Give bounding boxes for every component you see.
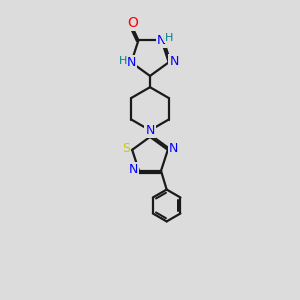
Text: N: N [127,56,136,69]
Text: N: N [145,124,155,137]
Text: H: H [165,32,174,43]
Text: N: N [129,164,138,176]
Text: H: H [119,56,128,66]
Text: N: N [169,55,179,68]
Text: N: N [157,34,166,47]
Text: N: N [169,142,178,155]
Text: S: S [122,142,130,155]
Text: O: O [128,16,138,30]
